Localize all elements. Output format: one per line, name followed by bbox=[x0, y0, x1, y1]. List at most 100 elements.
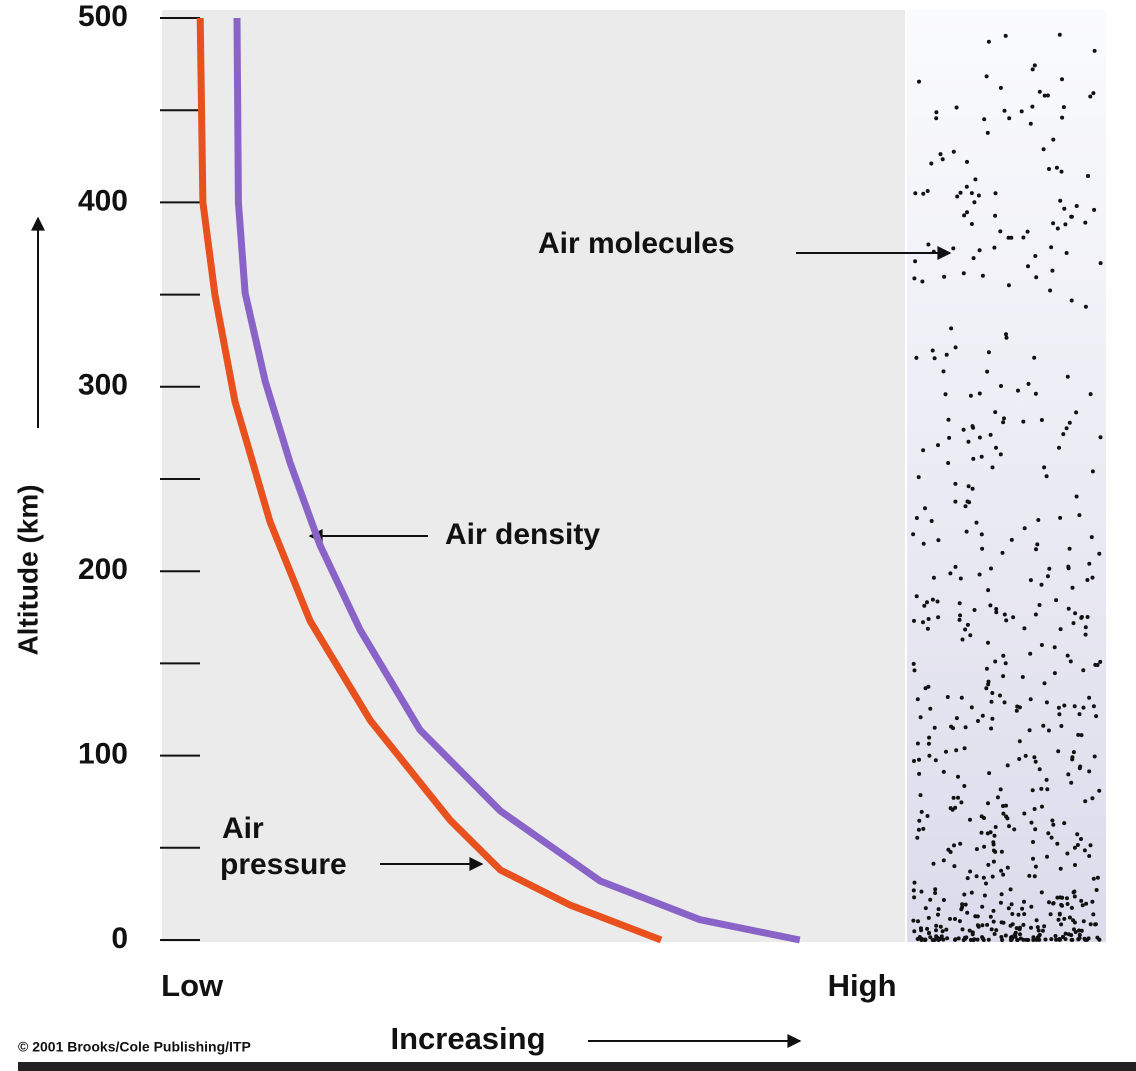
molecule-dot bbox=[999, 849, 1004, 854]
molecule-dot bbox=[1051, 137, 1056, 142]
molecule-dot bbox=[992, 932, 997, 936]
molecule-dot bbox=[1067, 915, 1072, 920]
molecule-dot bbox=[957, 617, 962, 622]
molecule-dot bbox=[929, 519, 934, 523]
molecule-dot bbox=[1033, 254, 1038, 258]
molecule-dot bbox=[990, 691, 995, 695]
molecule-dot bbox=[999, 384, 1003, 388]
plot-area bbox=[162, 10, 905, 942]
molecule-dot bbox=[1093, 662, 1098, 667]
molecule-dot bbox=[998, 452, 1003, 457]
molecule-dot bbox=[913, 191, 918, 196]
molecule-dot bbox=[911, 532, 916, 537]
molecule-dot bbox=[1081, 705, 1086, 710]
molecule-dot bbox=[940, 157, 945, 162]
molecule-dot bbox=[912, 668, 917, 673]
molecule-dot bbox=[1020, 675, 1025, 679]
molecule-dot bbox=[1001, 811, 1006, 816]
molecule-dot bbox=[975, 923, 980, 928]
molecule-dot bbox=[1063, 931, 1068, 936]
molecule-dot bbox=[993, 213, 998, 218]
molecule-dot bbox=[1030, 788, 1035, 793]
molecule-dot bbox=[982, 816, 986, 820]
molecule-dot bbox=[1079, 898, 1084, 903]
molecule-dot bbox=[1062, 821, 1067, 826]
molecule-dot bbox=[925, 600, 929, 605]
molecule-dot bbox=[1032, 755, 1037, 760]
molecule-dot bbox=[1063, 222, 1068, 227]
molecule-dot bbox=[1060, 77, 1064, 82]
molecule-dot bbox=[1082, 936, 1087, 941]
molecule-dot bbox=[970, 932, 975, 937]
molecule-dot bbox=[965, 622, 970, 627]
molecule-dot bbox=[944, 352, 949, 357]
molecule-dot bbox=[971, 256, 976, 261]
y-tick-label: 500 bbox=[78, 0, 128, 33]
molecule-dot bbox=[1058, 627, 1063, 632]
molecule-dot bbox=[912, 880, 917, 885]
molecule-dot bbox=[1028, 697, 1033, 702]
molecule-dot bbox=[958, 576, 963, 581]
molecule-dot bbox=[1098, 261, 1103, 266]
molecule-dot bbox=[957, 601, 962, 606]
molecule-dot bbox=[1022, 912, 1027, 917]
molecule-dot bbox=[989, 566, 993, 571]
molecule-dot bbox=[938, 152, 943, 157]
molecule-dot bbox=[1069, 298, 1074, 303]
molecule-dot bbox=[1057, 445, 1061, 450]
molecule-dot bbox=[972, 200, 977, 205]
molecule-dot bbox=[1033, 827, 1038, 832]
molecule-dot bbox=[1032, 63, 1037, 68]
molecule-dot bbox=[959, 695, 964, 700]
molecule-dot bbox=[916, 919, 920, 924]
molecule-dot bbox=[1083, 625, 1088, 630]
molecule-dot bbox=[993, 410, 998, 415]
molecule-dot bbox=[1081, 668, 1086, 673]
molecule-dot bbox=[958, 613, 963, 618]
molecule-dot bbox=[976, 193, 981, 198]
molecule-dot bbox=[941, 898, 946, 902]
molecule-dot bbox=[929, 161, 934, 166]
footer-bar bbox=[18, 1062, 1136, 1071]
molecule-dot bbox=[1076, 936, 1081, 941]
molecule-dot bbox=[947, 435, 952, 440]
molecule-dot bbox=[974, 520, 979, 525]
molecule-dot bbox=[933, 758, 938, 763]
molecule-dot bbox=[951, 149, 956, 154]
molecule-dot bbox=[1058, 866, 1063, 871]
molecule-dot bbox=[1001, 653, 1006, 658]
y-tick-label: 300 bbox=[78, 369, 128, 402]
molecule-dot bbox=[1057, 911, 1062, 916]
molecule-dot bbox=[1080, 903, 1085, 908]
molecule-dot bbox=[912, 276, 917, 281]
molecule-dot bbox=[914, 516, 919, 520]
molecule-dot bbox=[1058, 198, 1063, 203]
molecule-dot bbox=[913, 259, 918, 264]
molecule-dot bbox=[1095, 875, 1100, 880]
molecule-dot bbox=[969, 705, 974, 710]
molecule-dot bbox=[1086, 174, 1090, 178]
molecule-dot bbox=[928, 897, 933, 902]
molecule-dot bbox=[941, 858, 946, 863]
molecule-dot bbox=[1029, 925, 1033, 930]
molecule-dot bbox=[959, 907, 964, 912]
molecule-dot bbox=[977, 391, 982, 396]
molecule-dot bbox=[991, 859, 996, 864]
molecule-dot bbox=[1037, 767, 1042, 772]
molecule-dot bbox=[927, 931, 931, 936]
molecule-dot bbox=[1007, 116, 1012, 121]
molecule-dot bbox=[1087, 695, 1092, 700]
molecule-dot bbox=[1097, 551, 1102, 556]
molecule-dot bbox=[948, 916, 952, 921]
molecule-dot bbox=[1097, 788, 1102, 793]
molecule-dot bbox=[923, 506, 927, 511]
molecule-dot bbox=[993, 659, 998, 664]
molecule-dot bbox=[1091, 704, 1096, 709]
molecule-dot bbox=[1030, 104, 1035, 109]
molecule-dot bbox=[1005, 763, 1010, 768]
molecule-dot bbox=[954, 748, 959, 753]
molecule-dot bbox=[1019, 109, 1024, 114]
molecule-dot bbox=[992, 245, 997, 250]
molecule-dot bbox=[964, 184, 969, 189]
molecule-dot bbox=[963, 725, 968, 730]
